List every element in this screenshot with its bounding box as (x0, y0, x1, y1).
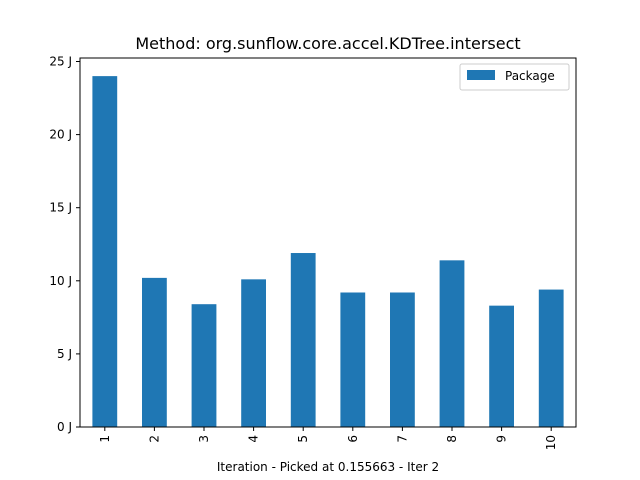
bar-9 (489, 305, 514, 427)
bar-6 (340, 292, 366, 427)
bar-10 (538, 289, 564, 427)
x-tick-label: 9 (495, 435, 509, 443)
bar-2 (142, 277, 167, 427)
y-tick-label: 5 J (57, 347, 72, 361)
legend-label: Package (505, 69, 555, 83)
x-tick-label: 7 (395, 435, 409, 443)
x-tick-label: 10 (544, 435, 558, 450)
y-tick-label: 10 J (49, 274, 72, 288)
legend: Package (459, 63, 570, 91)
x-axis-label: Iteration - Picked at 0.155663 - Iter 2 (217, 460, 439, 474)
x-tick-label: 1 (98, 435, 112, 443)
bar-7 (390, 292, 415, 427)
plot-frame (79, 57, 577, 428)
bar-3 (191, 304, 217, 427)
x-ticks: 1 2 3 4 5 6 7 8 9 10 (98, 427, 558, 450)
x-tick-label: 5 (296, 435, 310, 443)
x-tick-label: 3 (197, 435, 211, 443)
bar-5 (290, 253, 316, 427)
bar-1 (92, 76, 118, 428)
y-tick-label: 0 J (57, 420, 72, 434)
legend-swatch (467, 70, 495, 80)
bar-8 (439, 260, 465, 427)
y-tick-label: 25 J (49, 55, 72, 69)
y-tick-label: 20 J (49, 128, 72, 142)
x-tick-label: 6 (346, 435, 360, 443)
bar-4 (241, 279, 266, 427)
chart-title: Method: org.sunflow.core.accel.KDTree.in… (135, 34, 520, 53)
x-tick-label: 4 (247, 435, 261, 443)
x-tick-label: 8 (445, 435, 459, 443)
bars-group (92, 76, 564, 428)
x-tick-label: 2 (147, 435, 161, 443)
y-tick-label: 15 J (49, 201, 72, 215)
y-ticks: 0 J 5 J 10 J 15 J 20 J 25 J (49, 55, 80, 434)
